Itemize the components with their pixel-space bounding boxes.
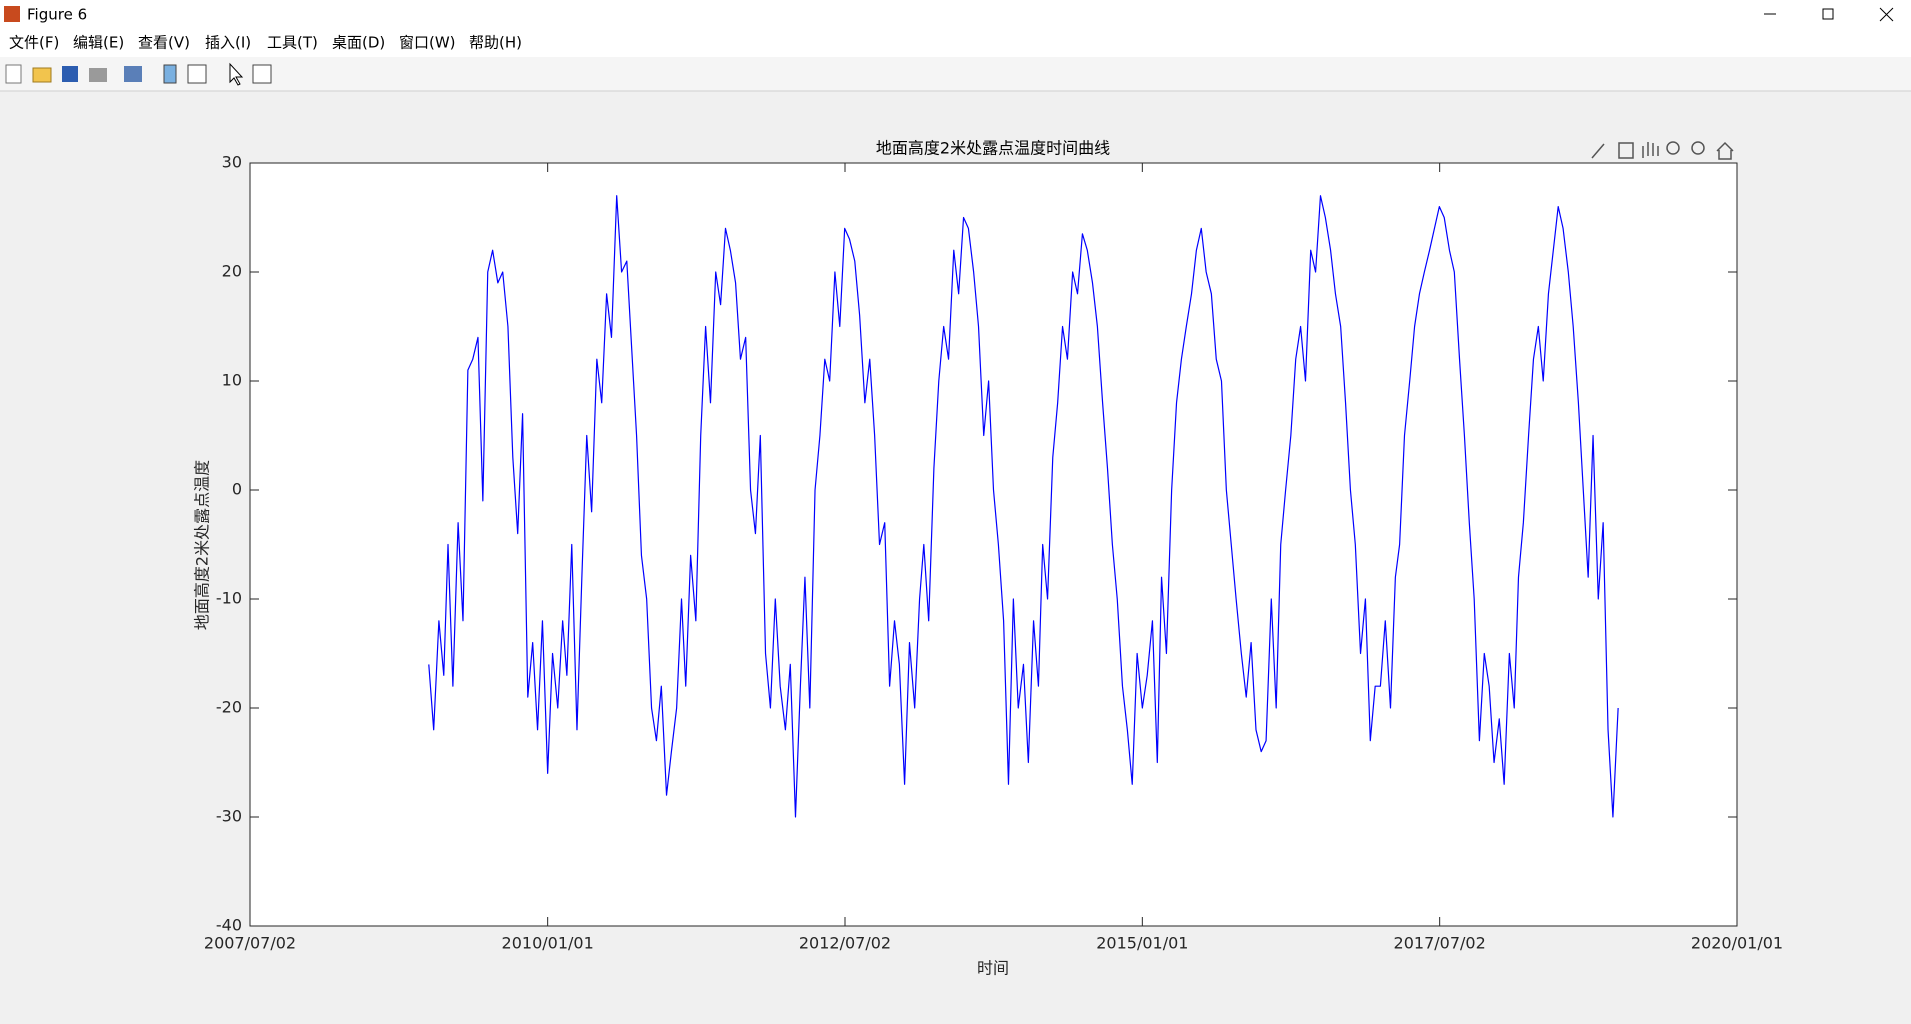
brush-icon[interactable] bbox=[1591, 143, 1605, 159]
y-axis-label: 地面高度2米处露点温度 bbox=[193, 460, 212, 630]
menu-item[interactable]: 插入(I) bbox=[205, 34, 251, 52]
menu-item[interactable]: 窗口(W) bbox=[399, 34, 456, 52]
open-icon[interactable] bbox=[32, 67, 52, 83]
close-button[interactable] bbox=[1879, 7, 1894, 22]
save-icon[interactable] bbox=[62, 66, 78, 82]
y-tick-label: -40 bbox=[216, 916, 242, 935]
x-tick-label: 2007/07/02 bbox=[204, 934, 296, 953]
restore-button[interactable] bbox=[1822, 8, 1834, 20]
y-tick-label: 30 bbox=[222, 153, 242, 172]
menu-item[interactable]: 桌面(D) bbox=[332, 34, 385, 52]
toolbar-icons bbox=[5, 62, 272, 86]
zoom-out-icon[interactable] bbox=[1691, 141, 1705, 155]
x-tick-label: 2015/01/01 bbox=[1096, 934, 1188, 953]
app-icon bbox=[4, 6, 20, 22]
y-tick-label: 20 bbox=[222, 262, 242, 281]
toolbar bbox=[0, 57, 1911, 91]
menu-item[interactable]: 编辑(E) bbox=[73, 34, 124, 52]
colorbar-icon[interactable] bbox=[163, 64, 177, 84]
home-icon[interactable] bbox=[1716, 141, 1734, 160]
title-bar bbox=[0, 0, 1911, 29]
menu-item[interactable]: 工具(T) bbox=[267, 34, 318, 52]
y-tick-label: 10 bbox=[222, 371, 242, 390]
inspector-icon[interactable] bbox=[252, 64, 272, 84]
x-tick-label: 2017/07/02 bbox=[1394, 934, 1486, 953]
print-icon[interactable] bbox=[89, 68, 107, 82]
data-line bbox=[428, 195, 1619, 818]
chart-title: 地面高度2米处露点温度时间曲线 bbox=[876, 139, 1110, 158]
menu-item[interactable]: 文件(F) bbox=[9, 34, 59, 52]
x-tick-label: 2010/01/01 bbox=[502, 934, 594, 953]
axes-toolbar bbox=[1591, 141, 1734, 160]
menu-bar bbox=[0, 29, 1911, 57]
y-tick-label: -30 bbox=[216, 807, 242, 826]
x-tick-label: 2020/01/01 bbox=[1691, 934, 1783, 953]
edit-icon[interactable] bbox=[229, 62, 244, 86]
link-icon[interactable] bbox=[124, 66, 142, 82]
pan-icon[interactable] bbox=[1642, 142, 1659, 158]
menu-item[interactable]: 查看(V) bbox=[138, 34, 190, 52]
window-title: Figure 6 bbox=[27, 6, 87, 24]
legend-icon[interactable] bbox=[187, 64, 207, 84]
new-icon[interactable] bbox=[5, 64, 22, 84]
axes bbox=[249, 162, 1738, 927]
y-tick-label: -10 bbox=[216, 589, 242, 608]
y-tick-label: 0 bbox=[232, 480, 242, 499]
y-tick-label: -20 bbox=[216, 698, 242, 717]
menu: 文件(F) 编辑(E) 查看(V) 插入(I) 工具(T) 桌面(D) 窗口(W) 帮助(H) bbox=[9, 34, 522, 52]
zoom-in-icon[interactable] bbox=[1666, 141, 1680, 155]
datatip-icon[interactable] bbox=[1618, 142, 1634, 159]
menu-item[interactable]: 帮助(H) bbox=[469, 34, 522, 52]
x-axis-label: 时间 bbox=[977, 959, 1009, 978]
x-tick-label: 2012/07/02 bbox=[799, 934, 891, 953]
